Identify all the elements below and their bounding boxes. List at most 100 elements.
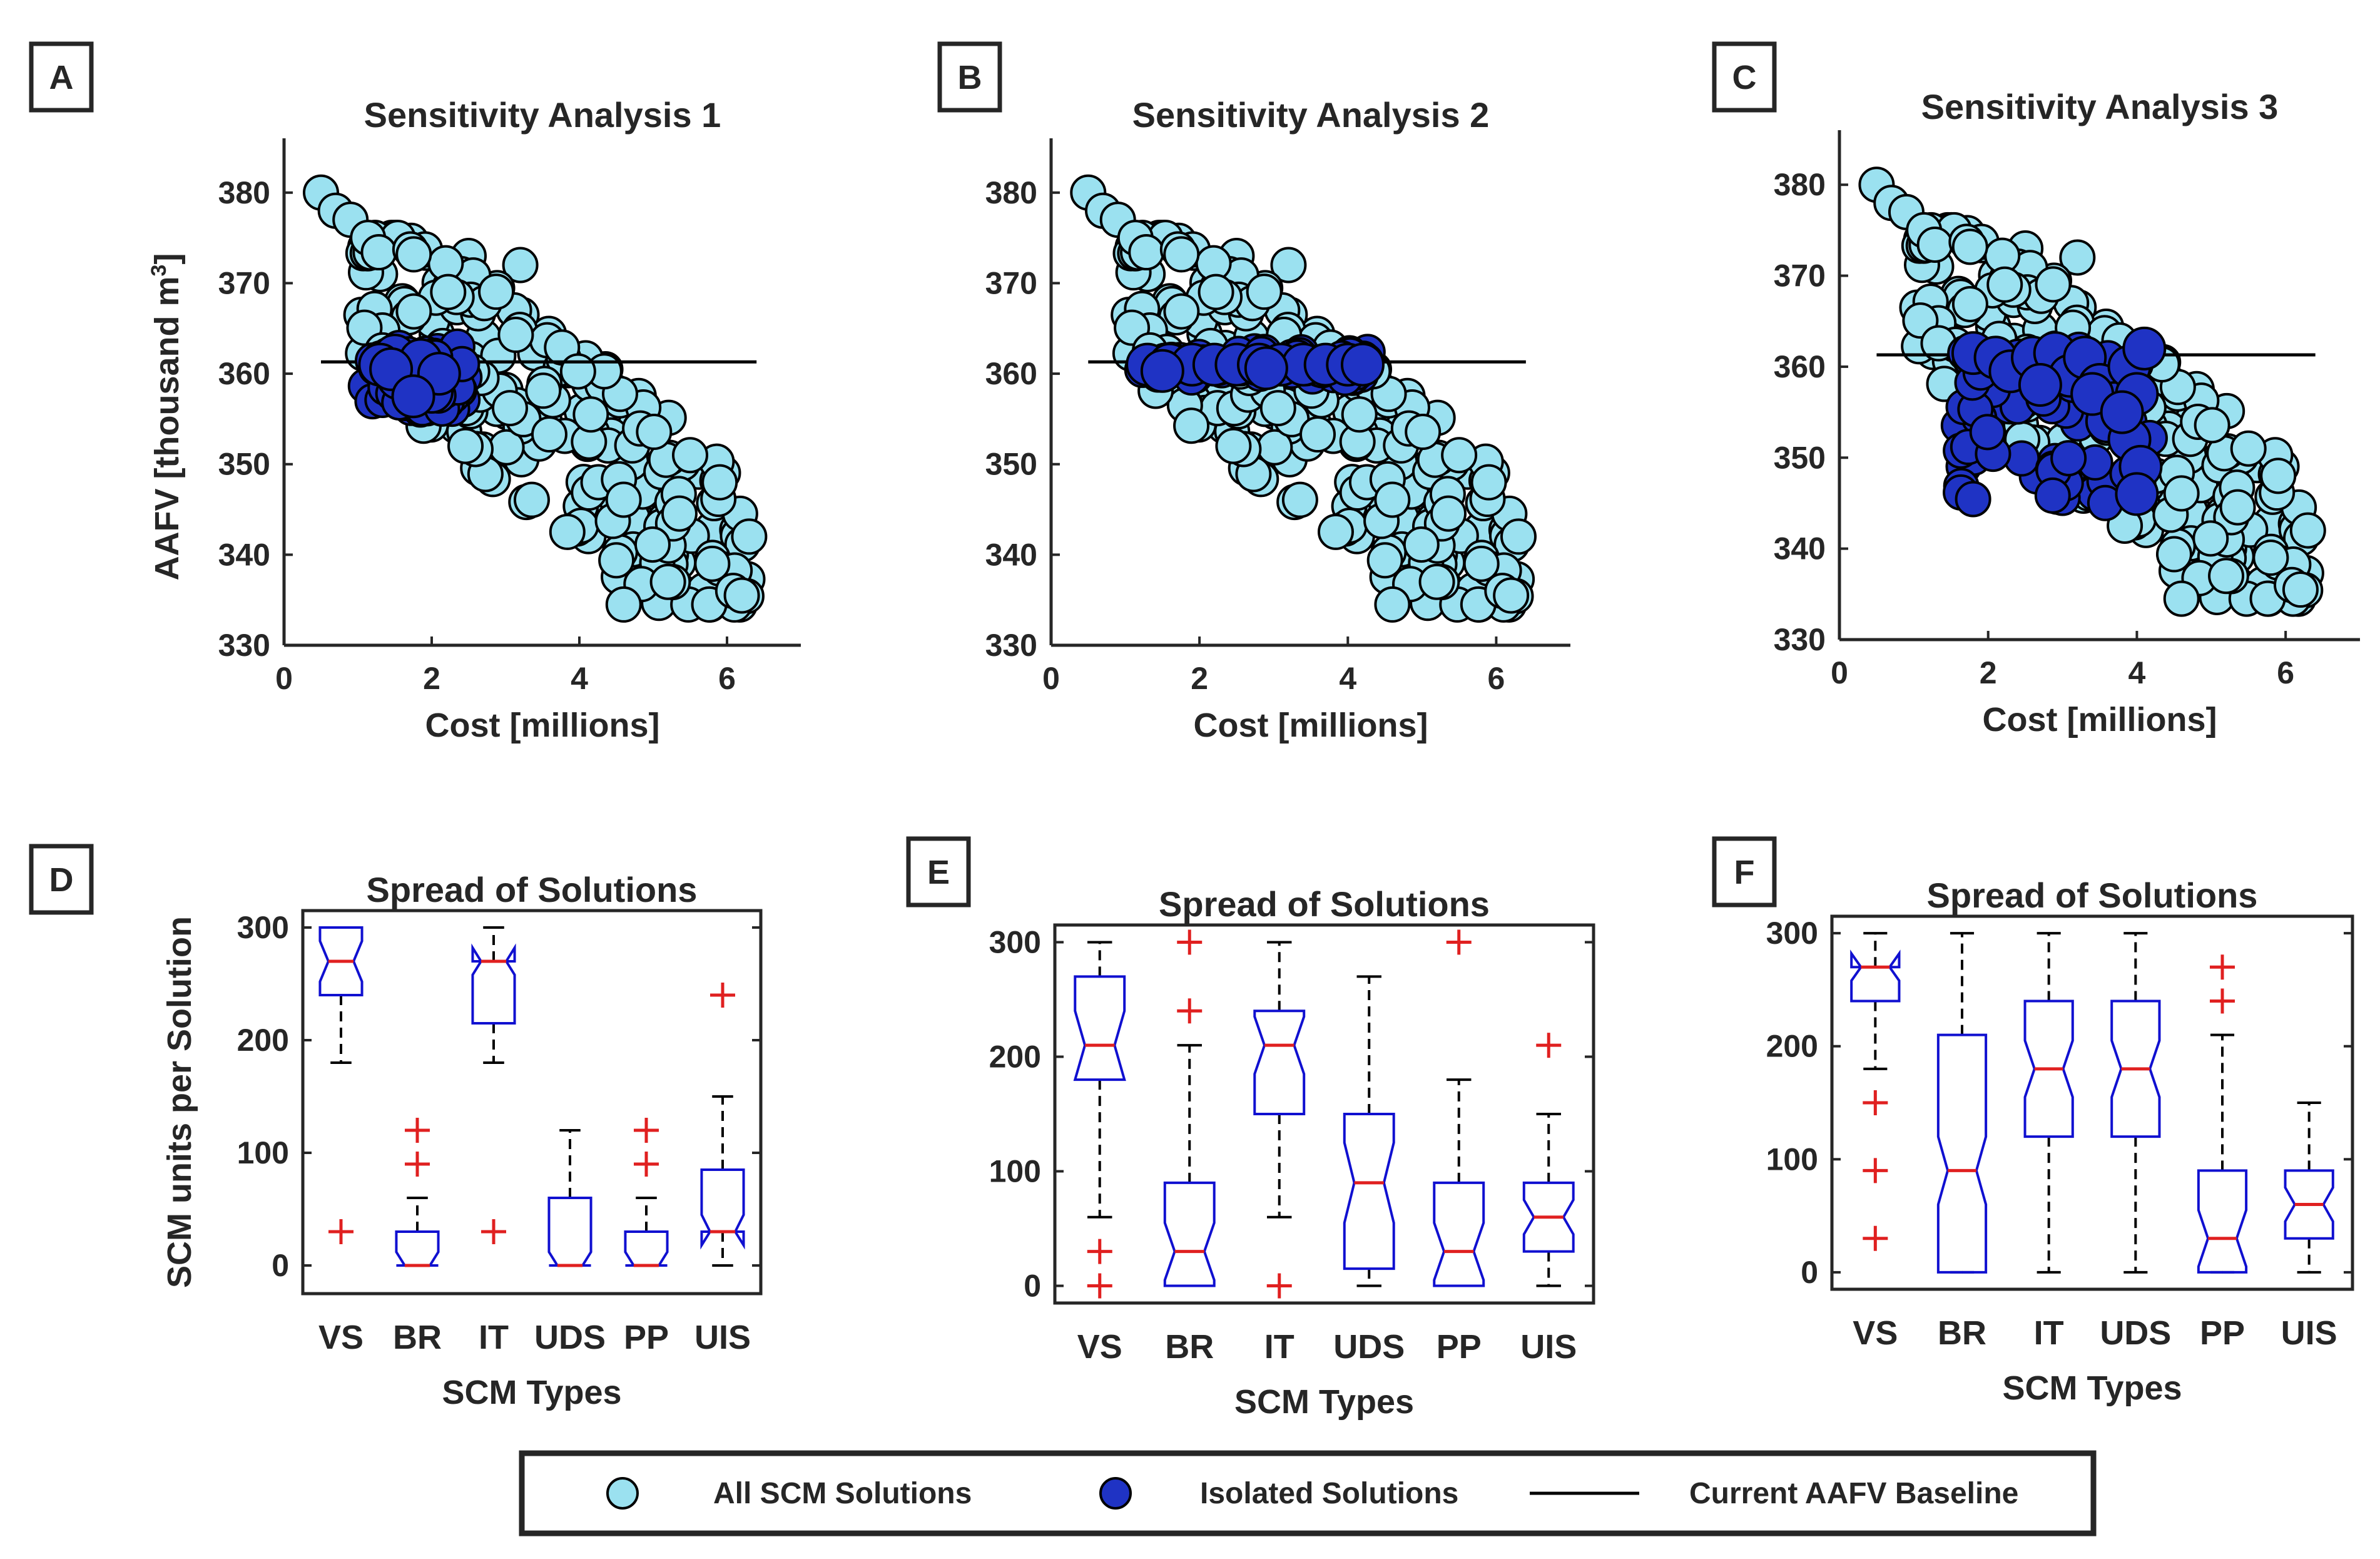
box-uis xyxy=(1522,1033,1575,1287)
box-body xyxy=(2023,999,2074,1138)
panel-c: C Sensitivity Analysis 3 0 2 4 6 330 340 350 360 3… xyxy=(1712,41,2360,739)
x-tick-label: UDS xyxy=(1333,1328,1405,1366)
x-tick-label: 2 xyxy=(1980,655,1997,690)
box-body xyxy=(700,1168,745,1250)
y-tick-label: 340 xyxy=(218,537,270,572)
box-it xyxy=(471,926,516,1244)
all-solution-point xyxy=(1318,513,1355,550)
y-tick-label: 200 xyxy=(1766,1029,1818,1064)
legend-all-marker xyxy=(606,1477,639,1510)
all-solution-point xyxy=(395,293,432,330)
y-tick-label: 330 xyxy=(1774,622,1826,657)
y-tick-label: 380 xyxy=(1774,167,1826,202)
legend-isolated-marker xyxy=(1099,1477,1132,1510)
legend-baseline-label: Current AAFV Baseline xyxy=(1689,1477,2018,1510)
all-solutions-series xyxy=(1070,174,1537,623)
x-axis-title: Cost [millions] xyxy=(425,707,660,744)
all-solution-point xyxy=(2230,430,2267,467)
x-tick-label: UIS xyxy=(1520,1328,1577,1366)
x-tick-label: UIS xyxy=(694,1319,751,1356)
all-solution-point xyxy=(525,372,562,409)
box-vs xyxy=(318,926,364,1244)
y-axis-title: SCM units per Solution xyxy=(161,916,198,1288)
box-body xyxy=(2110,999,2161,1138)
chart-title: Spread of Solutions xyxy=(1927,876,2258,915)
x-tick-label: BR xyxy=(1938,1314,1986,1352)
x-tick-label: 0 xyxy=(1831,655,1848,690)
panel-label: D xyxy=(49,861,74,899)
legend-isolated-label: Isolated Solutions xyxy=(1200,1477,1458,1510)
y-tick-label: 100 xyxy=(1766,1142,1818,1177)
all-solution-point xyxy=(572,396,609,433)
y-tick-label: 350 xyxy=(1774,440,1826,475)
isolated-point xyxy=(2115,472,2159,516)
box-body xyxy=(1850,949,1901,1003)
box-body xyxy=(1343,1113,1395,1270)
x-tick-label: VS xyxy=(318,1319,364,1356)
x-tick-label: 2 xyxy=(423,661,440,696)
all-solution-point xyxy=(1128,234,1165,271)
isolated-point xyxy=(2018,363,2062,407)
chart-title: Sensitivity Analysis 2 xyxy=(1132,95,1490,135)
y-axis-title: AAFV [thousand m3] xyxy=(147,253,186,581)
y-tick-label: 330 xyxy=(218,628,270,663)
box-body xyxy=(395,1230,440,1267)
all-solution-point xyxy=(1951,285,1988,322)
all-solution-point xyxy=(1299,416,1336,453)
all-solution-point xyxy=(672,437,708,474)
x-tick-label: 6 xyxy=(718,661,736,696)
all-solution-point xyxy=(1173,407,1210,444)
all-solution-point xyxy=(1418,563,1455,600)
panel-label-box xyxy=(937,41,1002,113)
box-uis xyxy=(2284,1102,2334,1274)
isolated-series xyxy=(1124,333,1386,396)
all-solution-point xyxy=(2155,536,2192,573)
y-tick-label: 360 xyxy=(985,356,1037,391)
x-tick-label: VS xyxy=(1077,1328,1122,1366)
x-tick-label: 6 xyxy=(2277,655,2294,690)
x-tick-label: PP xyxy=(1437,1328,1482,1366)
legend: All SCM Solutions Isolated Solutions Cur… xyxy=(519,1450,2097,1536)
x-axis-title: SCM Types xyxy=(1234,1383,1414,1421)
y-tick-label: 300 xyxy=(989,924,1041,959)
all-solution-point xyxy=(1951,228,1988,265)
all-solution-point xyxy=(2252,539,2289,576)
y-tick-label: 100 xyxy=(989,1154,1041,1189)
box-body xyxy=(318,926,364,996)
y-tick-label: 300 xyxy=(1766,916,1818,951)
x-tick-label: BR xyxy=(393,1319,442,1356)
y-tick-label: 370 xyxy=(985,265,1037,300)
x-tick-label: UDS xyxy=(534,1319,606,1356)
all-solution-point xyxy=(636,414,673,451)
panel-label-box xyxy=(1712,836,1777,907)
x-axis-title: Cost [millions] xyxy=(1983,701,2217,739)
box-br xyxy=(395,1118,440,1267)
box-body xyxy=(2197,1169,2248,1274)
all-solution-point xyxy=(1215,427,1252,464)
all-solution-point xyxy=(2059,239,2096,276)
box-body xyxy=(1522,1181,1575,1253)
all-solution-point xyxy=(731,518,768,555)
x-axis-title: Cost [millions] xyxy=(1194,707,1428,744)
all-solution-point xyxy=(492,390,529,427)
all-solution-point xyxy=(531,416,567,453)
box-uis xyxy=(700,983,745,1267)
y-tick-label: 330 xyxy=(985,628,1037,663)
all-solution-point xyxy=(2035,266,2072,303)
isolated-point xyxy=(1244,346,1288,391)
all-solution-point xyxy=(1405,414,1442,451)
all-solution-point xyxy=(1270,247,1307,284)
box-body xyxy=(1073,975,1126,1081)
box-body xyxy=(547,1197,592,1267)
isolated-point xyxy=(2034,477,2071,514)
box-it xyxy=(2023,932,2074,1274)
panel-label-box xyxy=(1712,41,1777,113)
box-pp xyxy=(2197,954,2248,1274)
y-tick-label: 380 xyxy=(218,175,270,210)
y-tick-label: 370 xyxy=(1774,258,1826,294)
plot-frame xyxy=(1053,923,1595,1305)
legend-box xyxy=(519,1450,2097,1536)
x-tick-label: PP xyxy=(624,1319,669,1356)
chart-title: Spread of Solutions xyxy=(367,870,698,909)
